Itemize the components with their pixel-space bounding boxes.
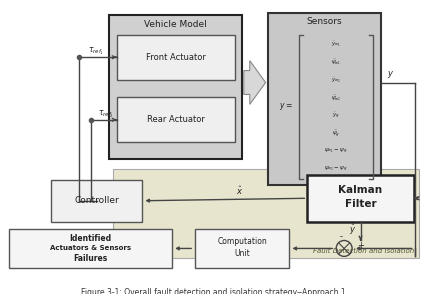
Text: Actuators & Sensors: Actuators & Sensors (50, 245, 131, 251)
Text: Controller: Controller (75, 196, 119, 205)
Polygon shape (244, 61, 266, 104)
Text: $\tilde{y}_{w_1}$: $\tilde{y}_{w_1}$ (331, 39, 341, 49)
Text: Unit: Unit (234, 249, 250, 258)
Bar (195, 228, 290, 268)
Text: Sensors: Sensors (306, 17, 342, 26)
Text: $\hat{x}$: $\hat{x}$ (236, 184, 243, 197)
Bar (117, 97, 235, 142)
Text: $\tau_{ref_1}$: $\tau_{ref_1}$ (88, 46, 104, 57)
Text: $\ddot{\psi}_{w_1}$: $\ddot{\psi}_{w_1}$ (331, 57, 341, 67)
Text: $\ddot{\psi}_{g}$: $\ddot{\psi}_{g}$ (332, 128, 340, 139)
Text: Figure 3-1: Overall fault detection and isolation strategy‒Approach 1: Figure 3-1: Overall fault detection and … (81, 288, 345, 294)
Text: Rear Actuator: Rear Actuator (147, 115, 204, 124)
Text: $\tilde{y}_{w_2}$: $\tilde{y}_{w_2}$ (331, 75, 341, 85)
Text: $y =$: $y =$ (279, 101, 292, 112)
Text: Filter: Filter (345, 199, 376, 209)
Text: $\tilde{y}_{g}$: $\tilde{y}_{g}$ (332, 111, 340, 121)
Bar (109, 15, 242, 159)
Text: Computation: Computation (217, 237, 267, 246)
Text: $\ddot{\psi}_{w_2}$: $\ddot{\psi}_{w_2}$ (331, 93, 341, 103)
Text: Vehicle Model: Vehicle Model (144, 20, 207, 29)
Text: +: + (357, 241, 364, 250)
Text: $\hat{y}$: $\hat{y}$ (349, 222, 356, 237)
Text: Identified: Identified (70, 234, 112, 243)
Bar (117, 35, 235, 80)
Text: $y$: $y$ (387, 69, 394, 80)
Text: Failures: Failures (74, 254, 108, 263)
Bar (112, 169, 419, 258)
Bar (9, 228, 172, 268)
Bar (268, 13, 381, 185)
Bar (308, 175, 414, 222)
Text: -: - (340, 232, 343, 241)
Text: $\psi_{w_2} - \psi_g$: $\psi_{w_2} - \psi_g$ (325, 165, 348, 174)
Bar (51, 180, 142, 222)
Text: $\tau_{ref_2}$: $\tau_{ref_2}$ (98, 108, 114, 120)
Text: Kalman: Kalman (339, 185, 383, 195)
Text: Front Actuator: Front Actuator (146, 53, 206, 62)
Text: Fault Detection and Isolation: Fault Detection and Isolation (314, 248, 414, 254)
Text: $\psi_{w_1} - \psi_g$: $\psi_{w_1} - \psi_g$ (325, 147, 348, 156)
